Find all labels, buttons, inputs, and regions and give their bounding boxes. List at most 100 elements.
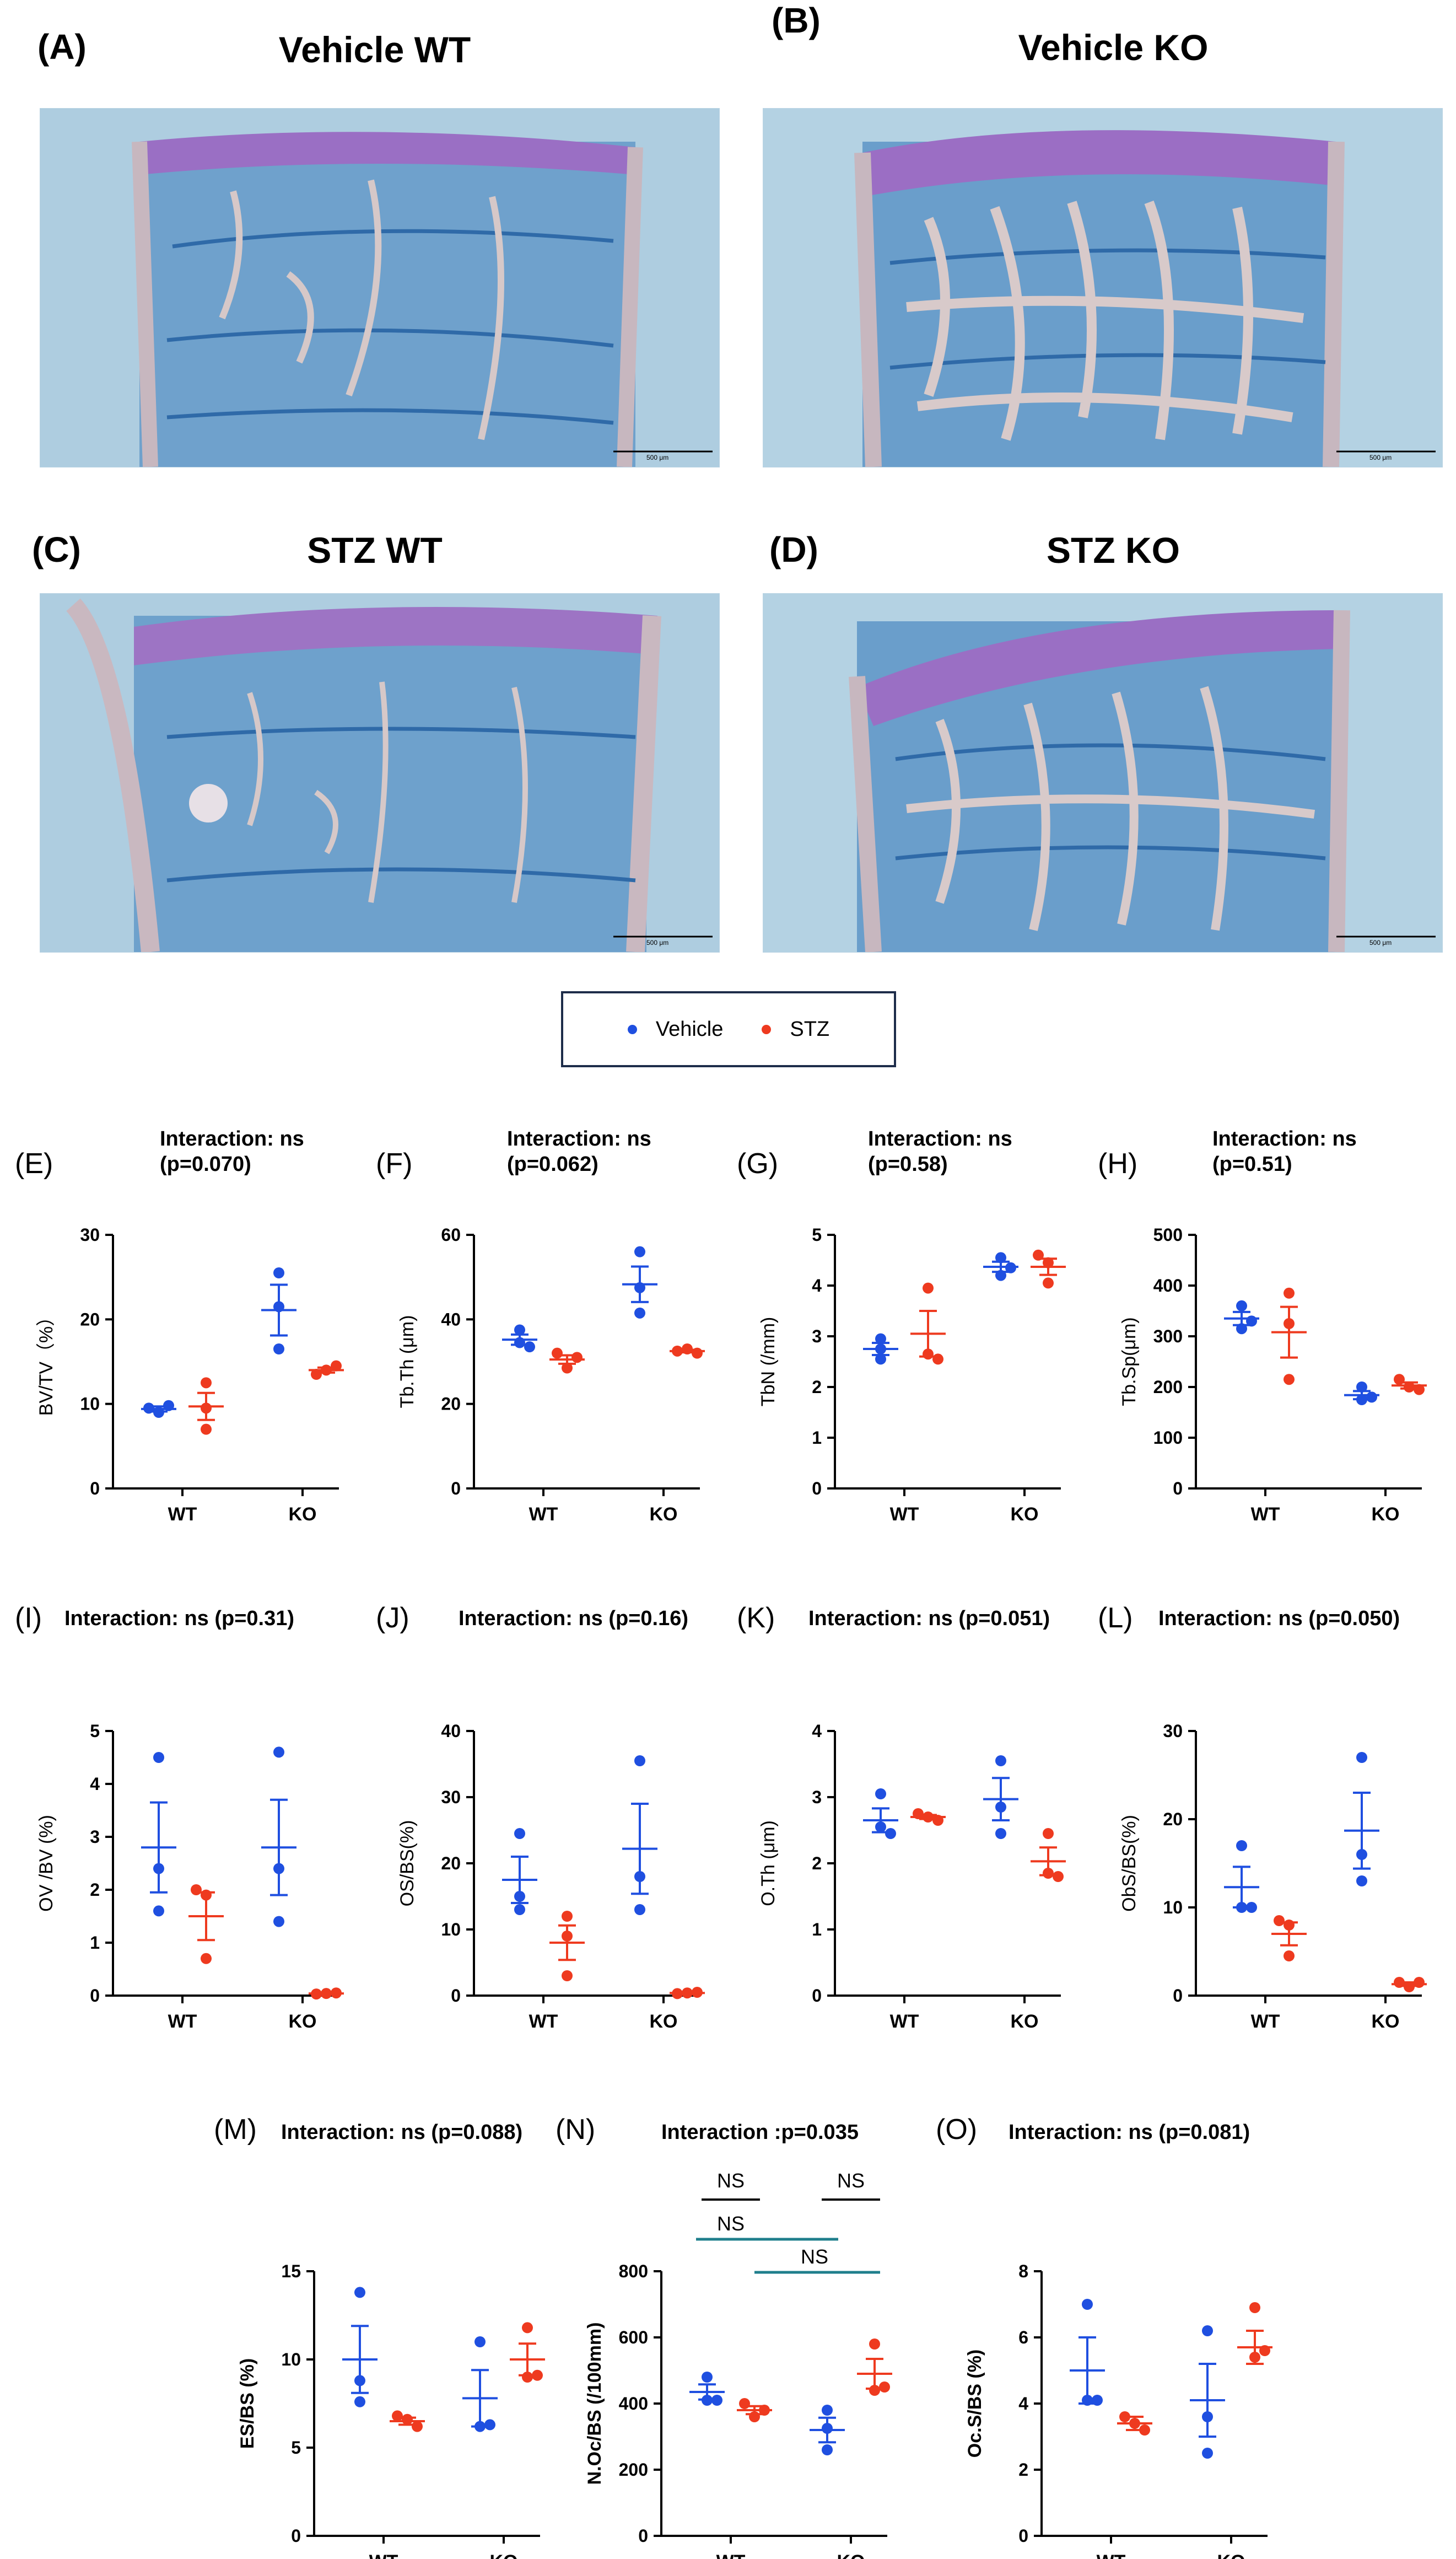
data-point-stz [879, 2381, 890, 2393]
data-point-stz [321, 1988, 332, 1999]
data-point-vehicle [163, 1400, 174, 1411]
x-tick-label: KO [1217, 2551, 1245, 2559]
data-point-stz [321, 1364, 332, 1376]
data-point-vehicle [702, 2395, 713, 2406]
y-tick-label: 2 [1018, 2460, 1028, 2480]
y-tick-label: 60 [441, 1225, 461, 1245]
interaction-text: Interaction :p=0.035 [661, 2121, 859, 2144]
data-point-stz [1394, 1977, 1405, 1988]
y-tick-label: 3 [812, 1787, 822, 1807]
data-point-stz [1043, 1277, 1054, 1289]
data-point-stz [1033, 1249, 1044, 1261]
panel-title-d: STZ KO [1047, 530, 1180, 571]
data-point-vehicle [1202, 2448, 1213, 2459]
micrograph-stz-wt: 500 μm [40, 593, 720, 953]
data-point-vehicle [1005, 1262, 1016, 1273]
y-tick-label: 20 [441, 1853, 461, 1873]
data-point-vehicle [634, 1755, 645, 1766]
data-point-stz [1053, 1871, 1064, 1882]
legend-item-vehicle: Vehicle [627, 1017, 724, 1041]
interaction-text: Interaction: ns [868, 1127, 1012, 1151]
data-point-vehicle [153, 1752, 164, 1763]
data-point-vehicle [273, 1343, 284, 1354]
y-tick-label: 20 [1163, 1809, 1183, 1829]
y-tick-label: 3 [812, 1326, 822, 1346]
legend-dot-vehicle [627, 1024, 637, 1034]
y-tick-label: 5 [90, 1721, 100, 1741]
data-point-stz [1139, 2424, 1150, 2436]
data-point-stz [1129, 2418, 1140, 2429]
data-point-vehicle [1246, 1902, 1257, 1913]
y-tick-label: 20 [80, 1309, 100, 1329]
data-point-vehicle [354, 2375, 365, 2386]
data-point-vehicle [1236, 1840, 1247, 1851]
annotation-label: NS [801, 2245, 828, 2268]
chart-l: (L) Interaction: ns (p=0.050) 0 10 20 30 ObS/B… [1098, 1602, 1427, 2032]
y-tick-label: 40 [441, 1721, 461, 1741]
y-tick-label: 4 [90, 1774, 100, 1794]
y-tick-label: 4 [812, 1721, 822, 1741]
y-tick-label: 800 [619, 2261, 648, 2281]
panel-letter: (H) [1098, 1148, 1137, 1180]
data-point-stz [201, 1402, 212, 1414]
interaction-text: (p=0.062) [507, 1153, 598, 1176]
y-axis-label: ObS/BS(%) [1119, 1815, 1140, 1912]
y-tick-label: 5 [812, 1225, 822, 1245]
y-tick-label: 30 [80, 1225, 100, 1245]
data-point-stz [1043, 1868, 1054, 1879]
data-point-stz [932, 1815, 943, 1826]
x-tick-label: WT [168, 2011, 197, 2032]
data-point-vehicle [354, 2396, 365, 2407]
data-point-vehicle [634, 1904, 645, 1915]
data-point-vehicle [514, 1904, 525, 1915]
data-point-vehicle [711, 2395, 722, 2406]
chart-i: (I) Interaction: ns (p=0.31) 0 1 2 3 4 5 OV /BV … [15, 1602, 344, 2032]
data-point-stz [562, 1970, 573, 1981]
data-point-vehicle [875, 1788, 886, 1799]
data-point-vehicle [822, 2405, 833, 2416]
data-point-vehicle [273, 1746, 284, 1758]
data-point-stz [191, 1884, 202, 1895]
y-axis-label: N.Oc/BS (/100mm) [584, 2323, 605, 2485]
data-point-stz [201, 1889, 212, 1901]
y-tick-label: 5 [291, 2438, 301, 2458]
data-point-vehicle [634, 1307, 645, 1319]
data-point-stz [311, 1369, 322, 1380]
x-tick-label: KO [1372, 2011, 1400, 2032]
y-tick-label: 3 [90, 1827, 100, 1847]
data-point-vehicle [484, 2419, 495, 2431]
data-point-vehicle [1092, 2395, 1103, 2406]
panel-letter: (E) [15, 1148, 53, 1180]
x-tick-label: WT [1251, 2011, 1280, 2032]
x-tick-label: KO [650, 1504, 678, 1525]
data-point-vehicle [1246, 1315, 1257, 1327]
data-point-vehicle [474, 2336, 486, 2347]
y-tick-label: 40 [441, 1309, 461, 1329]
data-point-stz [682, 1343, 693, 1354]
y-tick-label: 0 [1173, 1479, 1183, 1498]
panel-label-d: (D) [769, 530, 818, 569]
data-point-stz [412, 2421, 423, 2432]
interaction-text: Interaction: ns (p=0.31) [64, 1607, 294, 1630]
panel-letter: (M) [214, 2114, 257, 2146]
y-tick-label: 10 [281, 2350, 301, 2369]
data-point-stz [392, 2410, 403, 2422]
data-point-stz [402, 2413, 413, 2425]
data-point-vehicle [995, 1755, 1006, 1766]
x-tick-label: KO [650, 2011, 678, 2032]
y-axis-label: BV/TV（%） [36, 1308, 57, 1416]
data-point-vehicle [995, 1802, 1006, 1813]
data-point-vehicle [875, 1333, 886, 1345]
data-point-vehicle [995, 1270, 1006, 1281]
data-point-vehicle [702, 2372, 713, 2383]
legend-label-vehicle: Vehicle [655, 1017, 724, 1041]
data-point-stz [1284, 1318, 1295, 1329]
data-point-stz [672, 1988, 683, 1999]
scale-bar-label: 500 μm [1369, 454, 1392, 461]
data-point-vehicle [273, 1916, 284, 1927]
micrograph-vehicle-wt: 500 μm [40, 108, 720, 467]
x-tick-label: KO [837, 2551, 865, 2559]
data-point-stz [1119, 2411, 1130, 2422]
y-tick-label: 300 [1153, 1326, 1183, 1346]
data-point-stz [562, 1911, 573, 1922]
